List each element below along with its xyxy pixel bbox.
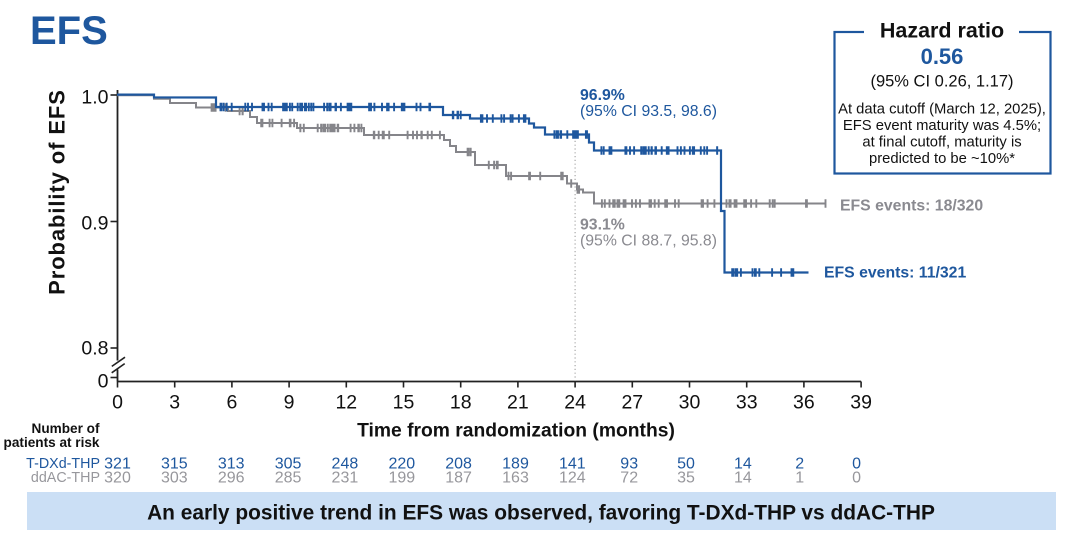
svg-text:3: 3 [169,392,180,414]
svg-text:27: 27 [621,392,643,414]
svg-text:EFS event maturity was 4.5%;: EFS event maturity was 4.5%; [843,118,1041,134]
svg-text:0: 0 [852,470,861,487]
svg-text:39: 39 [850,392,872,414]
svg-text:0.8: 0.8 [81,338,108,360]
svg-text:(95% CI 88.7, 95.8): (95% CI 88.7, 95.8) [580,233,717,250]
svg-text:315: 315 [161,456,188,473]
svg-text:50: 50 [677,456,695,473]
svg-text:14: 14 [734,456,752,473]
svg-text:93: 93 [620,456,638,473]
svg-text:Number of: Number of [32,421,100,436]
svg-text:320: 320 [104,470,131,487]
svg-text:9: 9 [284,392,295,414]
svg-text:Hazard ratio: Hazard ratio [880,19,1004,43]
svg-text:At data cutoff (March 12, 2025: At data cutoff (March 12, 2025), [838,102,1046,118]
svg-text:0: 0 [112,392,123,414]
svg-text:321: 321 [104,456,131,473]
svg-text:15: 15 [393,392,415,414]
svg-text:96.9%: 96.9% [580,87,625,104]
svg-text:72: 72 [620,470,638,487]
svg-text:21: 21 [507,392,529,414]
svg-text:(95% CI 0.26, 1.17): (95% CI 0.26, 1.17) [870,73,1013,91]
svg-text:93.1%: 93.1% [580,217,625,234]
svg-text:248: 248 [332,456,359,473]
svg-text:Time from randomization (month: Time from randomization (months) [357,421,675,442]
svg-text:187: 187 [445,470,472,487]
svg-text:124: 124 [559,470,586,487]
svg-text:Probability of EFS: Probability of EFS [45,89,70,295]
svg-text:0.9: 0.9 [81,213,108,235]
svg-text:199: 199 [388,470,415,487]
svg-text:35: 35 [677,470,695,487]
svg-text:36: 36 [793,392,815,414]
svg-text:296: 296 [218,470,245,487]
svg-text:EFS: EFS [30,9,108,53]
svg-text:12: 12 [335,392,357,414]
svg-text:0: 0 [852,456,861,473]
svg-text:163: 163 [502,470,529,487]
svg-text:0: 0 [98,371,109,393]
svg-text:24: 24 [564,392,586,414]
svg-text:6: 6 [226,392,237,414]
svg-text:An early positive trend in EFS: An early positive trend in EFS was obser… [147,502,935,525]
svg-text:33: 33 [736,392,758,414]
svg-text:1.0: 1.0 [81,87,108,109]
svg-text:patients at risk: patients at risk [4,435,100,450]
svg-text:(95% CI 93.5, 98.6): (95% CI 93.5, 98.6) [580,103,717,120]
svg-text:30: 30 [679,392,701,414]
svg-text:313: 313 [218,456,245,473]
svg-text:EFS events: 18/320: EFS events: 18/320 [840,198,983,215]
svg-text:285: 285 [275,470,302,487]
svg-text:141: 141 [559,456,586,473]
svg-text:231: 231 [332,470,359,487]
svg-text:2: 2 [795,456,804,473]
svg-text:303: 303 [161,470,188,487]
svg-text:T-DXd-THP: T-DXd-THP [26,456,100,472]
svg-text:208: 208 [445,456,472,473]
svg-text:305: 305 [275,456,302,473]
svg-text:220: 220 [388,456,415,473]
svg-text:1: 1 [795,470,804,487]
svg-text:at final cutoff, maturity is: at final cutoff, maturity is [862,135,1021,151]
svg-text:18: 18 [450,392,472,414]
svg-text:14: 14 [734,470,752,487]
svg-text:EFS events: 11/321: EFS events: 11/321 [824,265,966,282]
svg-text:predicted to be ~10%*: predicted to be ~10%* [869,151,1015,167]
svg-text:ddAC-THP: ddAC-THP [31,470,100,486]
svg-text:0.56: 0.56 [921,44,964,69]
svg-text:189: 189 [502,456,529,473]
